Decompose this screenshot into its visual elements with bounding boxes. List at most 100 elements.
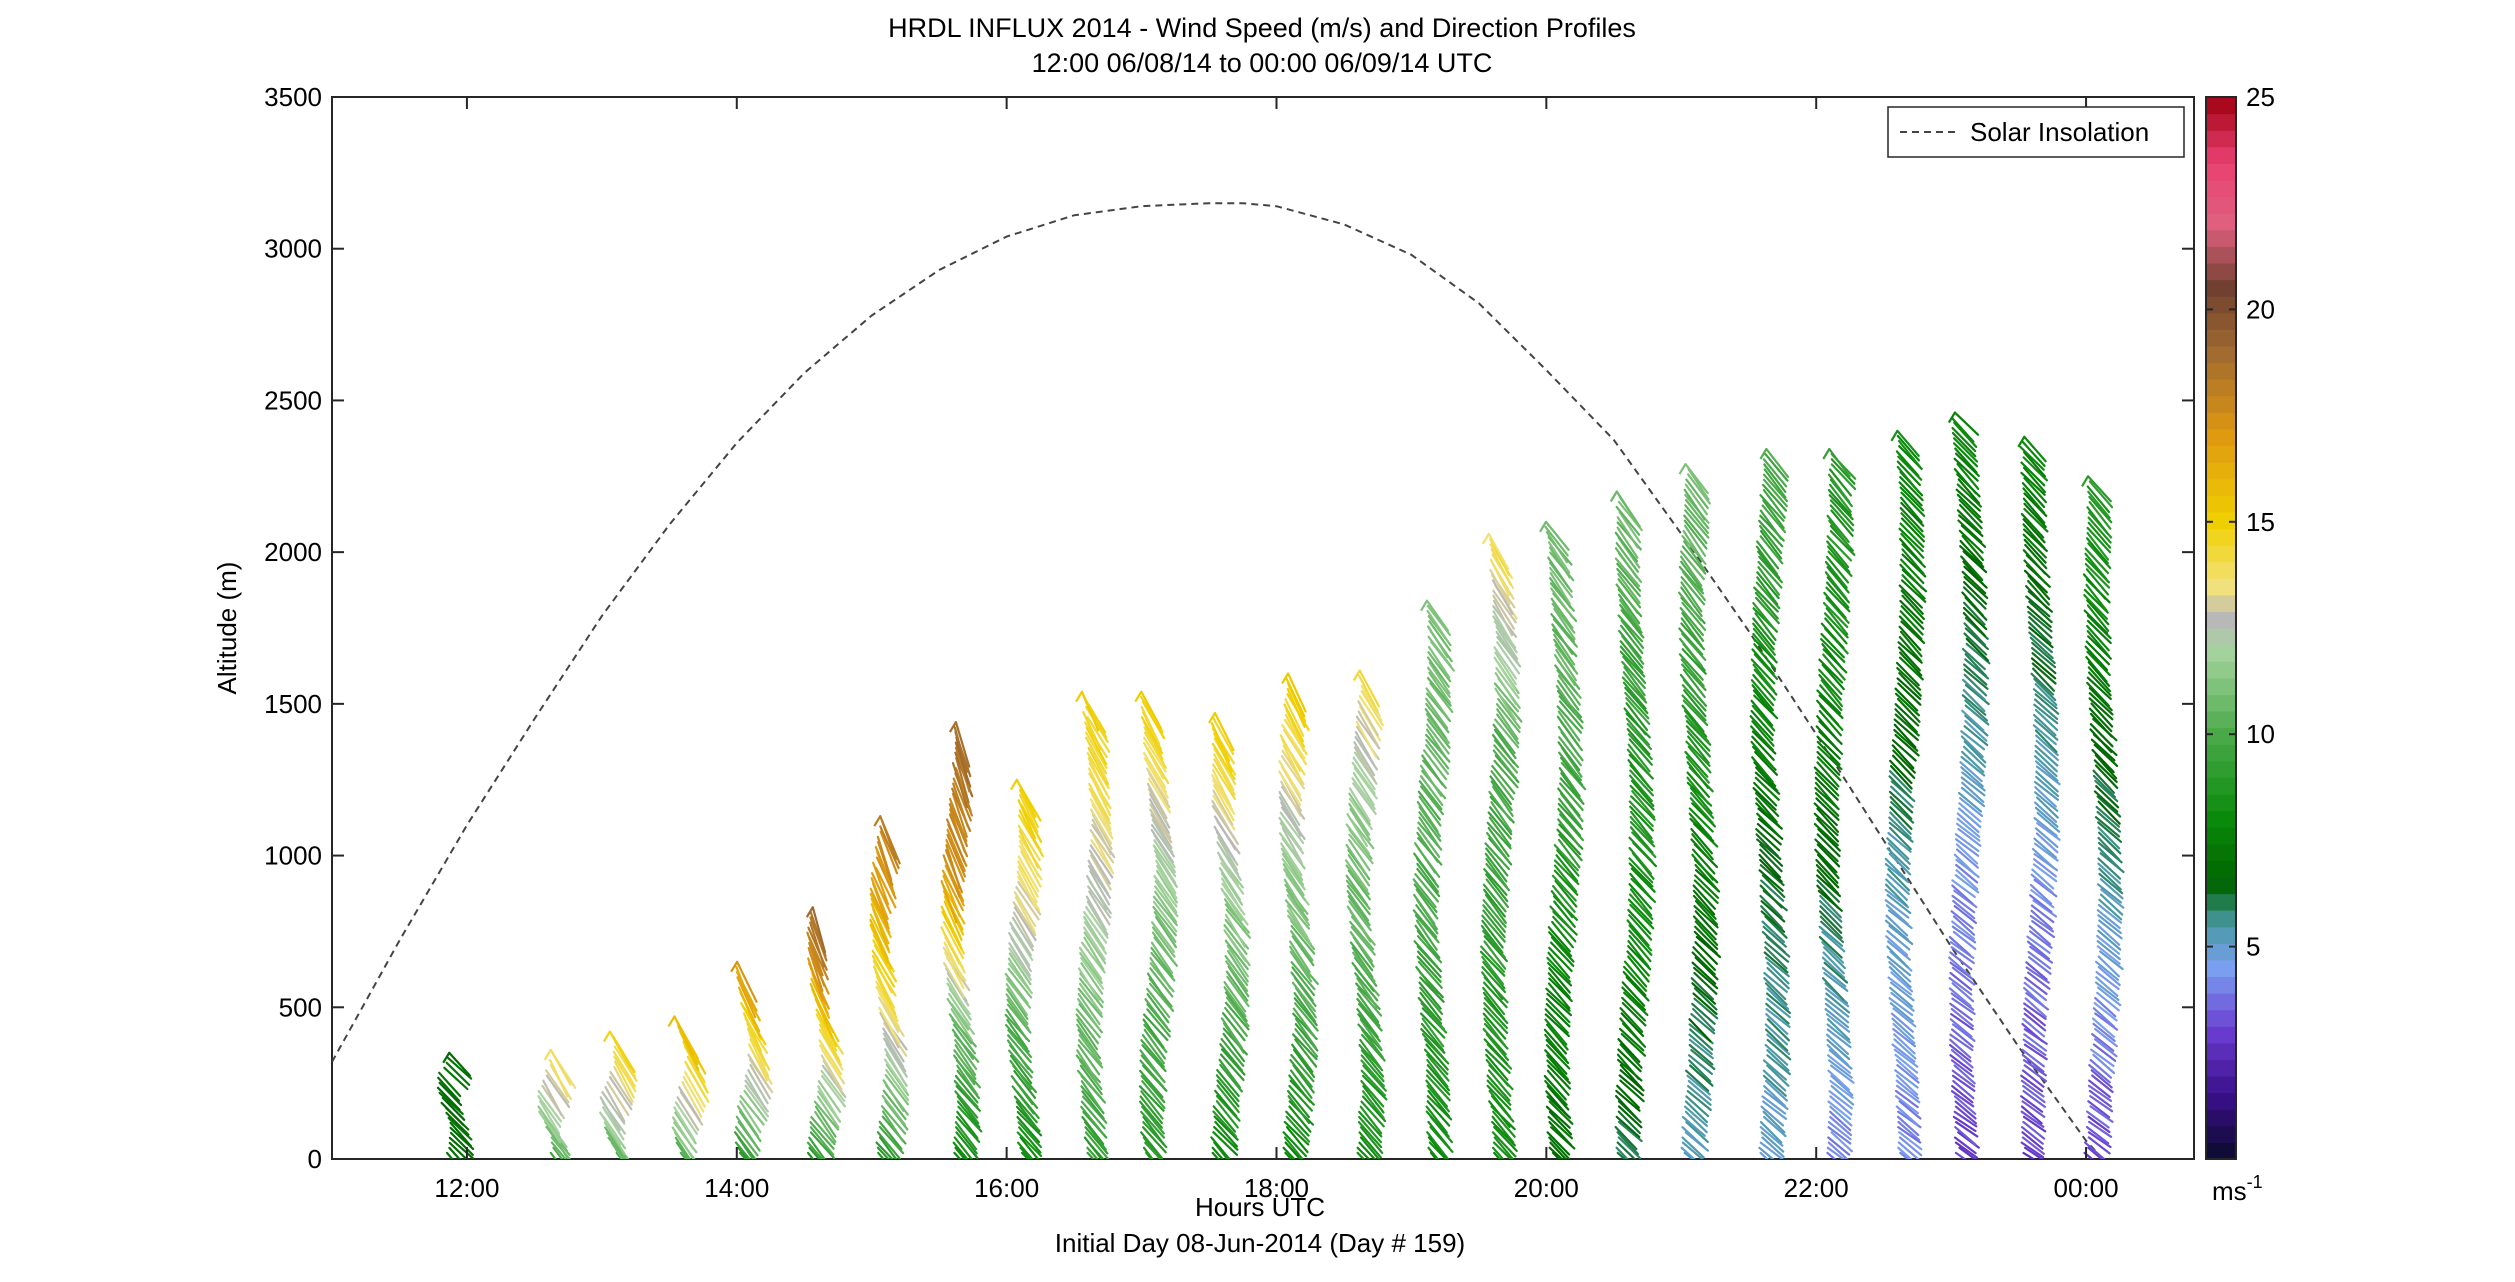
wind-barb xyxy=(1766,966,1790,990)
wind-profile-1405 xyxy=(730,960,774,1159)
wind-barb xyxy=(1225,996,1250,1028)
wind-barb xyxy=(1897,646,1921,672)
wind-barb xyxy=(2029,883,2053,905)
wind-barb xyxy=(1012,911,1035,948)
wind-barb xyxy=(1900,605,1925,630)
wind-barb xyxy=(1623,960,1648,988)
wind-barb xyxy=(1294,1028,1319,1058)
wind-barb xyxy=(1761,874,1786,899)
wind-barb xyxy=(1690,977,1715,1001)
wind-barb xyxy=(1419,775,1444,807)
wind-barb xyxy=(1492,749,1517,780)
wind-barb xyxy=(1826,1038,1851,1061)
wind-barb xyxy=(1427,1089,1451,1118)
wind-barb xyxy=(1212,784,1235,822)
wind-barb xyxy=(1091,803,1114,840)
wind-barb xyxy=(1551,920,1575,949)
wind-barb xyxy=(1897,641,1923,664)
wind-barb xyxy=(1628,774,1653,803)
wind-barb xyxy=(1896,434,1921,462)
wind-barb xyxy=(1426,1131,1449,1159)
wind-barb xyxy=(1212,789,1234,826)
wind-barb xyxy=(1629,872,1653,900)
wind-barb xyxy=(1625,702,1649,732)
wind-barb xyxy=(1419,991,1442,1021)
wind-barb xyxy=(1816,715,1840,742)
wind-barb xyxy=(1826,1151,1837,1159)
wind-barb xyxy=(1763,951,1789,974)
wind-barb xyxy=(1685,755,1710,784)
wind-barb xyxy=(1484,842,1511,871)
wind-barb xyxy=(1427,651,1452,683)
wind-barb xyxy=(1751,720,1775,747)
wind-barb xyxy=(1154,890,1178,923)
wind-barb xyxy=(1691,1002,1716,1025)
wind-barb xyxy=(1895,661,1920,687)
wind-barb xyxy=(870,877,889,921)
wind-barb xyxy=(942,920,965,960)
wind-barb xyxy=(2023,559,2048,585)
wind-barb xyxy=(1558,797,1582,828)
wind-barb xyxy=(2094,1027,2118,1048)
wind-barb xyxy=(1894,733,1920,757)
wind-barb xyxy=(1829,1095,1853,1116)
wind-barb xyxy=(1143,736,1167,773)
wind-barb xyxy=(1082,926,1106,961)
wind-barb xyxy=(1212,763,1237,801)
wind-barb xyxy=(1348,900,1372,932)
wind-barb xyxy=(1816,689,1842,715)
wind-barb xyxy=(1680,658,1705,688)
wind-barb-tip xyxy=(1822,448,1831,460)
wind-barb xyxy=(749,1063,772,1100)
wind-barb xyxy=(1015,1100,1039,1130)
wind-barb xyxy=(1962,611,1986,637)
x-axis-sublabel: Initial Day 08-Jun-2014 (Day # 159) xyxy=(1055,1228,1465,1258)
colorbar-band xyxy=(2206,130,2236,148)
wind-barb xyxy=(1681,694,1707,722)
wind-barb xyxy=(1951,1074,1976,1092)
wind-barb xyxy=(1813,766,1839,791)
colorbar-band xyxy=(2206,1125,2236,1143)
wind-barb xyxy=(1008,942,1031,977)
wind-barb xyxy=(1759,864,1785,887)
wind-barb xyxy=(2021,440,2046,467)
wind-barb xyxy=(1493,728,1517,760)
wind-barb xyxy=(2088,495,2113,524)
wind-barb xyxy=(1283,868,1306,902)
colorbar-band xyxy=(2206,1142,2236,1160)
wind-barb xyxy=(737,986,758,1028)
wind-barb xyxy=(1827,1126,1852,1145)
wind-barb xyxy=(1419,986,1444,1016)
wind-barb xyxy=(683,1070,706,1108)
wind-barb xyxy=(1828,1110,1852,1132)
wind-barb xyxy=(1016,1115,1041,1144)
wind-barb xyxy=(1950,1059,1975,1078)
wind-barb xyxy=(2096,795,2122,818)
wind-barb xyxy=(1420,1002,1446,1031)
wind-barb xyxy=(1816,869,1840,895)
wind-barb xyxy=(1617,1120,1643,1143)
wind-barb xyxy=(1426,718,1451,749)
wind-barb xyxy=(1425,738,1450,770)
wind-barb xyxy=(1822,946,1846,970)
wind-barb xyxy=(603,1121,626,1156)
wind-barb xyxy=(675,1141,690,1159)
wind-barb xyxy=(1898,584,1924,609)
wind-barb xyxy=(1555,648,1578,682)
wind-barb xyxy=(436,1086,461,1111)
wind-barb xyxy=(1761,1095,1787,1115)
wind-barb xyxy=(2021,1069,2045,1088)
wind-barb xyxy=(1493,620,1518,654)
wind-barb xyxy=(1961,647,1986,671)
wind-barb xyxy=(1962,689,1986,713)
wind-barb xyxy=(871,954,893,994)
wind-barb xyxy=(1077,1044,1101,1076)
wind-barb xyxy=(818,1039,843,1076)
wind-barb xyxy=(1018,1126,1042,1154)
wind-barb xyxy=(1495,703,1521,734)
wind-barb xyxy=(1749,725,1775,752)
wind-barb xyxy=(1894,713,1920,737)
wind-barb xyxy=(943,941,964,980)
wind-barb xyxy=(1359,1038,1382,1069)
